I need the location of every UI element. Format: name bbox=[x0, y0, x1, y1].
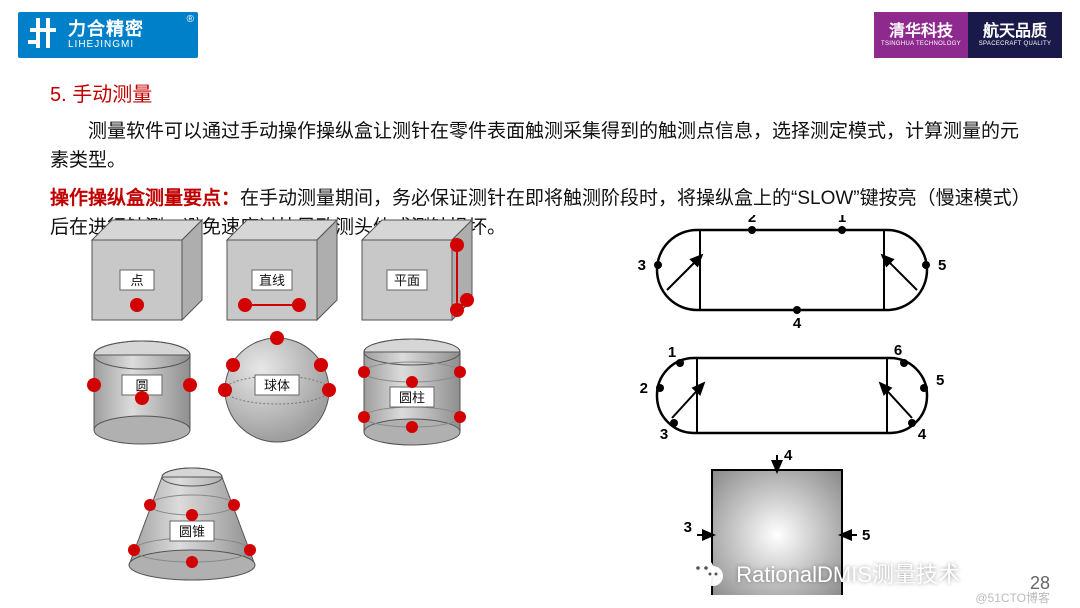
paragraph-1: 测量软件可以通过手动操作操纵盒让测针在零件表面触测采集得到的触测点信息，选择测定… bbox=[50, 117, 1030, 176]
badge-left-en: TSINGHUA TECHNOLOGY bbox=[881, 41, 961, 48]
badge-left: 清华科技 TSINGHUA TECHNOLOGY bbox=[874, 12, 968, 58]
brand-logo: ® 力合精密 LIHEJINGMI bbox=[18, 12, 198, 58]
section-heading: 5. 手动测量 bbox=[50, 78, 1030, 107]
svg-text:4: 4 bbox=[918, 426, 927, 443]
svg-text:球体: 球体 bbox=[264, 378, 290, 393]
highlight-label: 操作操纵盒测量要点： bbox=[50, 188, 240, 209]
figures-svg: 点 直线 平面 bbox=[72, 215, 1052, 595]
svg-text:3: 3 bbox=[638, 257, 646, 274]
svg-text:3: 3 bbox=[684, 519, 692, 536]
quality-badge: 清华科技 TSINGHUA TECHNOLOGY 航天品质 SPACECRAFT… bbox=[874, 12, 1062, 58]
svg-text:5: 5 bbox=[938, 257, 946, 274]
svg-text:2: 2 bbox=[748, 215, 756, 226]
svg-text:4: 4 bbox=[793, 315, 802, 332]
shape-cone: 圆锥 bbox=[128, 468, 256, 580]
shape-cylinder: 圆柱 bbox=[358, 339, 466, 445]
svg-text:4: 4 bbox=[784, 447, 793, 464]
badge-right: 航天品质 SPACECRAFT QUALITY bbox=[968, 12, 1062, 58]
svg-text:5: 5 bbox=[862, 527, 870, 544]
shape-point: 点 bbox=[92, 220, 202, 320]
figures-area: 点 直线 平面 bbox=[72, 215, 1050, 598]
shape-line: 直线 bbox=[227, 220, 337, 320]
footer-wechat: RationalDMIS测量技术 bbox=[688, 554, 960, 592]
svg-text:1: 1 bbox=[838, 215, 846, 226]
logo-text: 力合精密 LIHEJINGMI bbox=[68, 20, 144, 51]
shape-sphere: 球体 bbox=[218, 331, 336, 442]
slot-diagram-mid: 1 2 3 4 5 6 bbox=[640, 342, 945, 443]
svg-text:3: 3 bbox=[660, 426, 668, 443]
shape-plane: 平面 bbox=[362, 220, 474, 320]
svg-text:2: 2 bbox=[640, 380, 648, 397]
svg-text:圆锥: 圆锥 bbox=[179, 524, 205, 539]
registered-mark: ® bbox=[187, 14, 194, 25]
footer-attribution: @51CTO博客 bbox=[975, 589, 1050, 606]
logo-cn: 力合精密 bbox=[68, 20, 144, 40]
shape-circle: 圆 bbox=[87, 341, 197, 444]
footer-wechat-text: RationalDMIS测量技术 bbox=[736, 557, 960, 589]
svg-text:1: 1 bbox=[668, 344, 676, 361]
svg-text:平面: 平面 bbox=[394, 273, 420, 288]
svg-text:圆柱: 圆柱 bbox=[399, 390, 425, 405]
svg-text:点: 点 bbox=[130, 273, 143, 288]
wechat-icon bbox=[688, 554, 726, 592]
svg-text:6: 6 bbox=[894, 342, 902, 359]
slot-diagram-top: 1 2 3 4 5 bbox=[638, 215, 947, 332]
svg-text:直线: 直线 bbox=[259, 273, 285, 288]
logo-en: LIHEJINGMI bbox=[68, 39, 144, 50]
svg-text:5: 5 bbox=[936, 372, 944, 389]
badge-left-cn: 清华科技 bbox=[889, 23, 953, 41]
badge-right-cn: 航天品质 bbox=[983, 23, 1047, 41]
svg-text:圆: 圆 bbox=[135, 378, 148, 393]
logo-icon bbox=[26, 16, 60, 55]
badge-right-en: SPACECRAFT QUALITY bbox=[979, 41, 1052, 48]
